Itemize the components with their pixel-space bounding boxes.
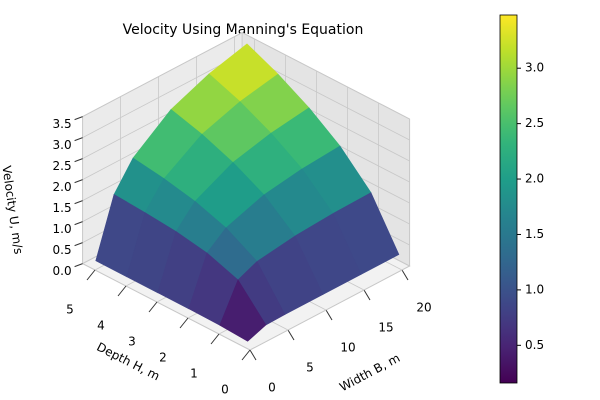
x-tick <box>249 349 257 361</box>
x-tick-label: 20 <box>416 301 431 315</box>
z-tick <box>74 242 83 247</box>
y-tick <box>86 269 96 281</box>
x-tick <box>401 269 409 281</box>
grid-line <box>82 263 251 351</box>
x-tick-label: 10 <box>340 341 355 355</box>
z-axis-label: Velocity U, m/s <box>0 165 26 255</box>
colorbar <box>499 14 518 384</box>
z-tick <box>74 137 83 142</box>
y-tick-label: 0 <box>221 383 229 397</box>
z-tick-label: 2.5 <box>53 159 72 173</box>
y-tick-label: 2 <box>159 351 167 365</box>
colorbar-tick-label: 3.0 <box>525 61 544 75</box>
z-tick-label: 1.0 <box>53 222 72 236</box>
z-tick <box>74 221 83 226</box>
colorbar-tick-label: 0.5 <box>525 338 544 352</box>
z-tick <box>74 158 83 163</box>
z-tick <box>74 263 83 268</box>
y-tick <box>179 317 189 329</box>
z-tick-label: 3.5 <box>53 117 72 131</box>
x-tick <box>363 289 371 301</box>
y-tick <box>148 301 158 313</box>
z-tick <box>74 179 83 184</box>
colorbar-tick-label: 1.5 <box>525 227 544 241</box>
grid-line <box>242 32 410 120</box>
chart-title: Velocity Using Manning's Equation <box>123 22 364 38</box>
colorbar-tick-label: 2.5 <box>525 116 544 130</box>
x-tick-label: 5 <box>306 361 314 375</box>
z-tick <box>74 200 83 205</box>
z-tick-label: 1.5 <box>53 201 72 215</box>
z-tick-label: 3.0 <box>53 138 72 152</box>
z-tick-label: 0.0 <box>53 264 72 278</box>
y-tick <box>117 285 127 297</box>
x-tick <box>287 329 295 341</box>
x-tick-label: 15 <box>378 321 393 335</box>
x-tick <box>325 309 333 321</box>
colorbar-tick-label: 1.0 <box>525 282 544 296</box>
y-tick-label: 4 <box>97 319 105 333</box>
z-tick-label: 2.0 <box>53 180 72 194</box>
y-tick <box>241 349 251 361</box>
y-tick-label: 1 <box>190 367 198 381</box>
colorbar-tick-label: 2.0 <box>525 172 544 186</box>
y-tick-label: 5 <box>66 303 74 317</box>
grid-line <box>82 32 243 117</box>
y-tick-label: 3 <box>128 335 136 349</box>
y-tick <box>210 333 220 345</box>
grid-line <box>249 265 410 351</box>
z-tick <box>74 116 83 121</box>
grid-line <box>82 53 243 138</box>
surface-patch <box>219 279 267 342</box>
x-axis-label: Width B, m <box>337 351 402 394</box>
x-tick-label: 0 <box>268 381 276 395</box>
z-tick-label: 0.5 <box>53 243 72 257</box>
